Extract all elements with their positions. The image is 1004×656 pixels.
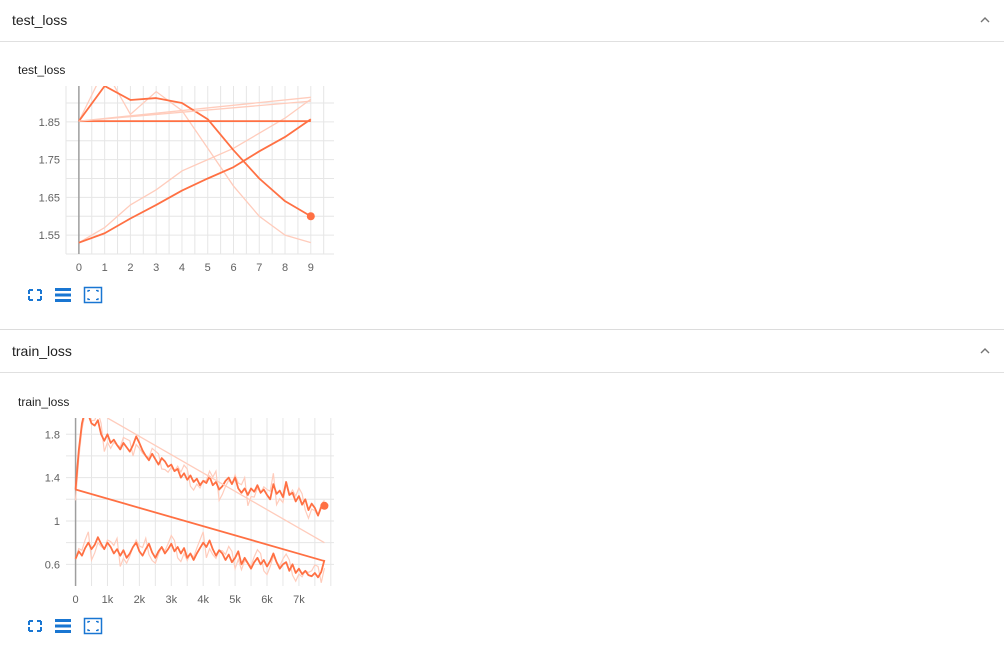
fit-domain-icon[interactable]	[83, 286, 103, 304]
x-tick-label: 4k	[197, 594, 209, 606]
y-tick-label: 1.55	[39, 230, 60, 242]
card-title: train_loss	[18, 395, 70, 409]
y-tick-label: 1.8	[45, 429, 60, 441]
section-divider	[0, 329, 1004, 330]
x-tick-label: 0	[76, 262, 82, 274]
expand-icon[interactable]	[25, 286, 45, 304]
series-line	[74, 536, 326, 579]
series-line	[75, 488, 325, 562]
x-tick-label: 5k	[229, 594, 241, 606]
data-table-icon[interactable]	[53, 617, 73, 635]
x-tick-label: 3	[153, 262, 159, 274]
y-tick-label: 1.75	[39, 155, 60, 167]
y-tick-label: 1.4	[45, 473, 60, 485]
series-end-marker	[306, 212, 315, 221]
x-tick-label: 2	[127, 262, 133, 274]
series-end-marker	[320, 501, 329, 510]
x-tick-label: 9	[308, 262, 314, 274]
series-raw-line	[78, 86, 311, 244]
x-tick-label: 7	[256, 262, 262, 274]
x-tick-label: 6	[230, 262, 236, 274]
x-tick-label: 1	[102, 262, 108, 274]
section-header-test-loss[interactable]: test_loss	[0, 0, 1004, 42]
x-tick-label: 0	[73, 594, 79, 606]
x-tick-label: 5	[205, 262, 211, 274]
series-raw-line	[74, 418, 325, 520]
grid	[66, 418, 334, 586]
series-raw-line	[78, 98, 312, 244]
chevron-up-icon[interactable]	[978, 13, 992, 27]
expand-icon[interactable]	[25, 617, 45, 635]
x-tick-label: 8	[282, 262, 288, 274]
x-tick-label: 7k	[293, 594, 305, 606]
y-tick-label: 1.85	[39, 117, 60, 129]
series-line	[78, 118, 312, 244]
chevron-up-icon[interactable]	[978, 344, 992, 358]
series-group	[74, 418, 326, 583]
card-title: test_loss	[18, 63, 66, 77]
y-tick-label: 1.65	[39, 192, 60, 204]
x-tick-label: 3k	[165, 594, 177, 606]
series-group	[78, 86, 312, 244]
x-tick-label: 2k	[134, 594, 146, 606]
data-table-icon[interactable]	[53, 286, 73, 304]
train-loss-chart[interactable]: 0 1k 2k 3k 4k 5k 6k 7k 0.6 1 1.4 1.8	[0, 414, 360, 614]
series-line	[74, 418, 325, 517]
fit-domain-icon[interactable]	[83, 617, 103, 635]
y-tick-label: 1	[54, 516, 60, 528]
x-tick-label: 6k	[261, 594, 273, 606]
y-tick-label: 0.6	[45, 559, 60, 571]
series-raw-line	[74, 531, 326, 583]
section-title: train_loss	[12, 343, 72, 359]
section-title: test_loss	[12, 12, 68, 28]
series-line	[78, 100, 311, 122]
x-tick-label: 1k	[102, 594, 114, 606]
series-line	[107, 418, 325, 544]
section-header-train-loss[interactable]: train_loss	[0, 331, 1004, 373]
test-loss-chart[interactable]: 0 1 2 3 4 5 6 7 8 9 1.55 1.65 1.75 1.85	[0, 82, 360, 282]
x-tick-label: 4	[179, 262, 185, 274]
